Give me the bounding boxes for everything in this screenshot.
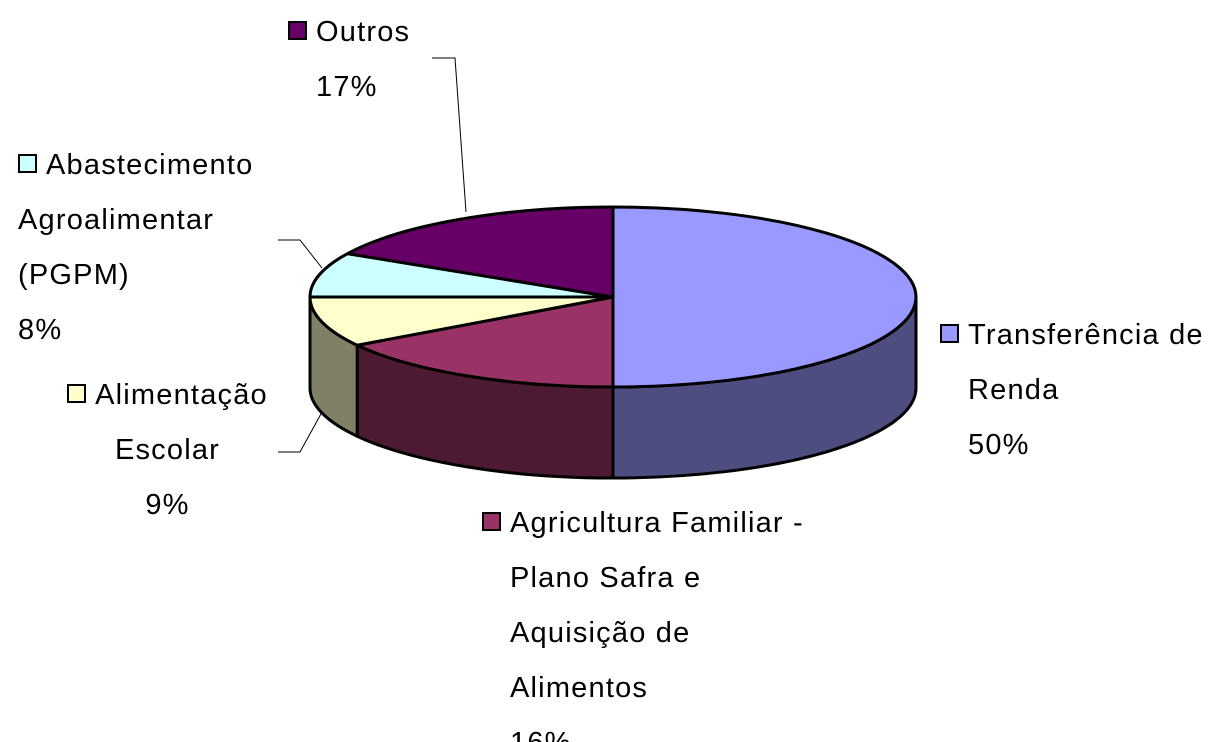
data-label: Outros 17% xyxy=(288,5,516,115)
data-label: Alimentação Escolar 9% xyxy=(60,368,275,533)
value-label: 8% xyxy=(18,314,63,346)
category-label: Outros xyxy=(316,16,411,48)
pie-slice xyxy=(355,295,615,389)
leader-line xyxy=(432,57,467,213)
value-label: 50% xyxy=(968,429,1030,461)
pie-slice xyxy=(308,252,615,299)
category-label: Abastecimento Agroalimentar (PGPM) xyxy=(18,149,254,291)
category-label: Alimentação Escolar xyxy=(95,379,268,466)
category-label: Transferência de Renda xyxy=(968,319,1204,406)
legend-swatch xyxy=(940,323,959,343)
category-label: Agricultura Familiar - Plano Safra e Aqu… xyxy=(510,507,804,704)
legend-swatch xyxy=(67,383,87,403)
data-label: Transferência de Renda 50% xyxy=(940,308,1227,473)
legend-swatch xyxy=(288,20,307,40)
value-label: 9% xyxy=(145,489,190,521)
leader-line xyxy=(278,411,323,453)
leader-line xyxy=(278,239,323,269)
legend-swatch xyxy=(18,153,37,173)
value-label: 16% xyxy=(510,727,572,742)
data-label: Abastecimento Agroalimentar (PGPM) 8% xyxy=(18,138,273,358)
pie-slice xyxy=(308,295,615,347)
pie-slice xyxy=(611,205,918,389)
legend-swatch xyxy=(482,511,501,531)
data-label: Agricultura Familiar - Plano Safra e Aqu… xyxy=(482,496,820,742)
pie-slice xyxy=(345,205,615,299)
value-label: 17% xyxy=(316,71,378,103)
